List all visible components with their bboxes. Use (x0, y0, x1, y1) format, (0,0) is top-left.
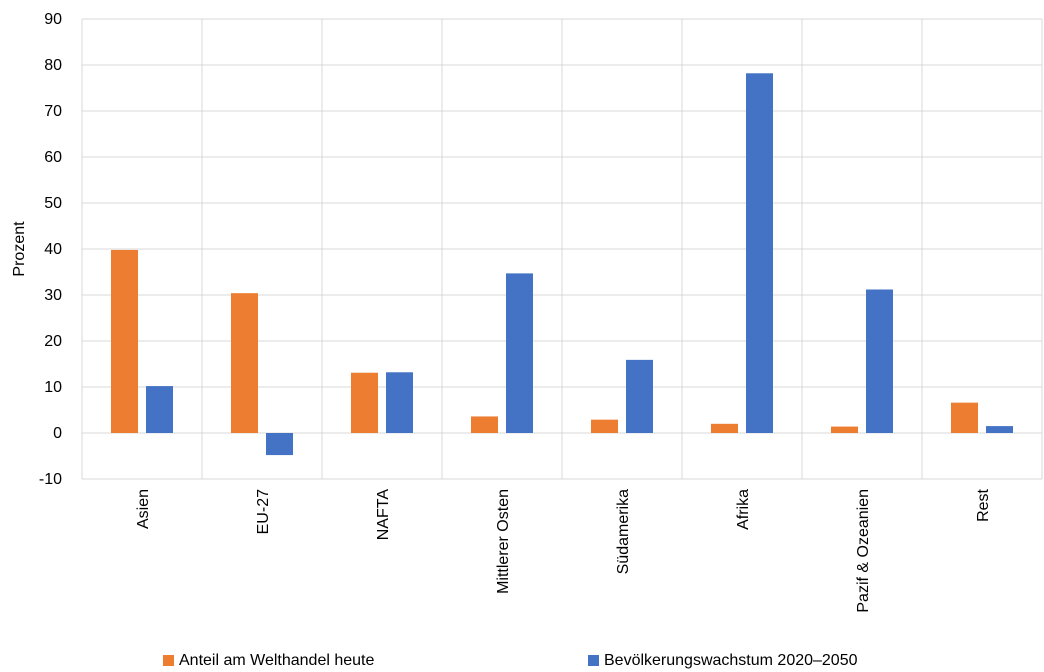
bar-anteil-welthandel-6 (831, 426, 858, 433)
legend-swatch (588, 655, 599, 666)
bar-anteil-welthandel-0 (111, 249, 138, 433)
y-tick-label: 30 (44, 287, 62, 304)
bar-anteil-welthandel-5 (711, 423, 738, 433)
x-category-label: Pazif & Ozeanien (855, 489, 872, 613)
y-tick-label: 10 (44, 379, 62, 396)
y-tick-label: 80 (44, 57, 62, 74)
bar-anteil-welthandel-2 (351, 372, 378, 433)
gridlines (81, 18, 1043, 480)
y-tick-label: 20 (44, 333, 62, 350)
y-tick-label: -10 (39, 471, 62, 488)
bars (111, 73, 1013, 456)
y-tick-label: 40 (44, 241, 62, 258)
bar-anteil-welthandel-1 (231, 293, 258, 433)
x-category-label: Rest (975, 488, 992, 521)
y-axis-ticks: -10 0 10 20 30 40 50 60 70 80 90 (39, 11, 62, 488)
legend-swatch (163, 655, 174, 666)
y-tick-label: 70 (44, 103, 62, 120)
legend-label: Bevölkerungswachstum 2020–2050 (604, 652, 858, 669)
x-axis-labels: Asien EU-27 NAFTA Mittlerer Osten Südamerika… (135, 488, 992, 612)
bar-bevoelkerungswachstum-1 (266, 433, 293, 456)
y-tick-label: 0 (53, 425, 62, 442)
bar-bevoelkerungswachstum-4 (626, 359, 653, 433)
y-axis-title: Prozent (11, 221, 28, 277)
bar-anteil-welthandel-3 (471, 416, 498, 433)
x-category-label: EU-27 (255, 489, 272, 534)
bar-bevoelkerungswachstum-3 (506, 273, 533, 433)
y-tick-label: 90 (44, 11, 62, 28)
x-category-label: Afrika (735, 489, 752, 530)
y-tick-label: 60 (44, 149, 62, 166)
legend-label: Anteil am Welthandel heute (179, 652, 374, 669)
x-category-label: Südamerika (615, 489, 632, 574)
bar-bevoelkerungswachstum-0 (146, 386, 173, 433)
bar-anteil-welthandel-7 (951, 402, 978, 433)
bar-bevoelkerungswachstum-7 (986, 426, 1013, 433)
x-category-label: NAFTA (375, 489, 392, 541)
bar-bevoelkerungswachstum-6 (866, 289, 893, 433)
legend: Anteil am Welthandel heute Bevölkerungswa… (163, 652, 858, 669)
x-category-label: Asien (135, 489, 152, 529)
bar-bevoelkerungswachstum-5 (746, 73, 773, 433)
x-category-label: Mittlerer Osten (495, 489, 512, 594)
y-tick-label: 50 (44, 195, 62, 212)
bar-bevoelkerungswachstum-2 (386, 372, 413, 433)
bar-anteil-welthandel-4 (591, 419, 618, 433)
